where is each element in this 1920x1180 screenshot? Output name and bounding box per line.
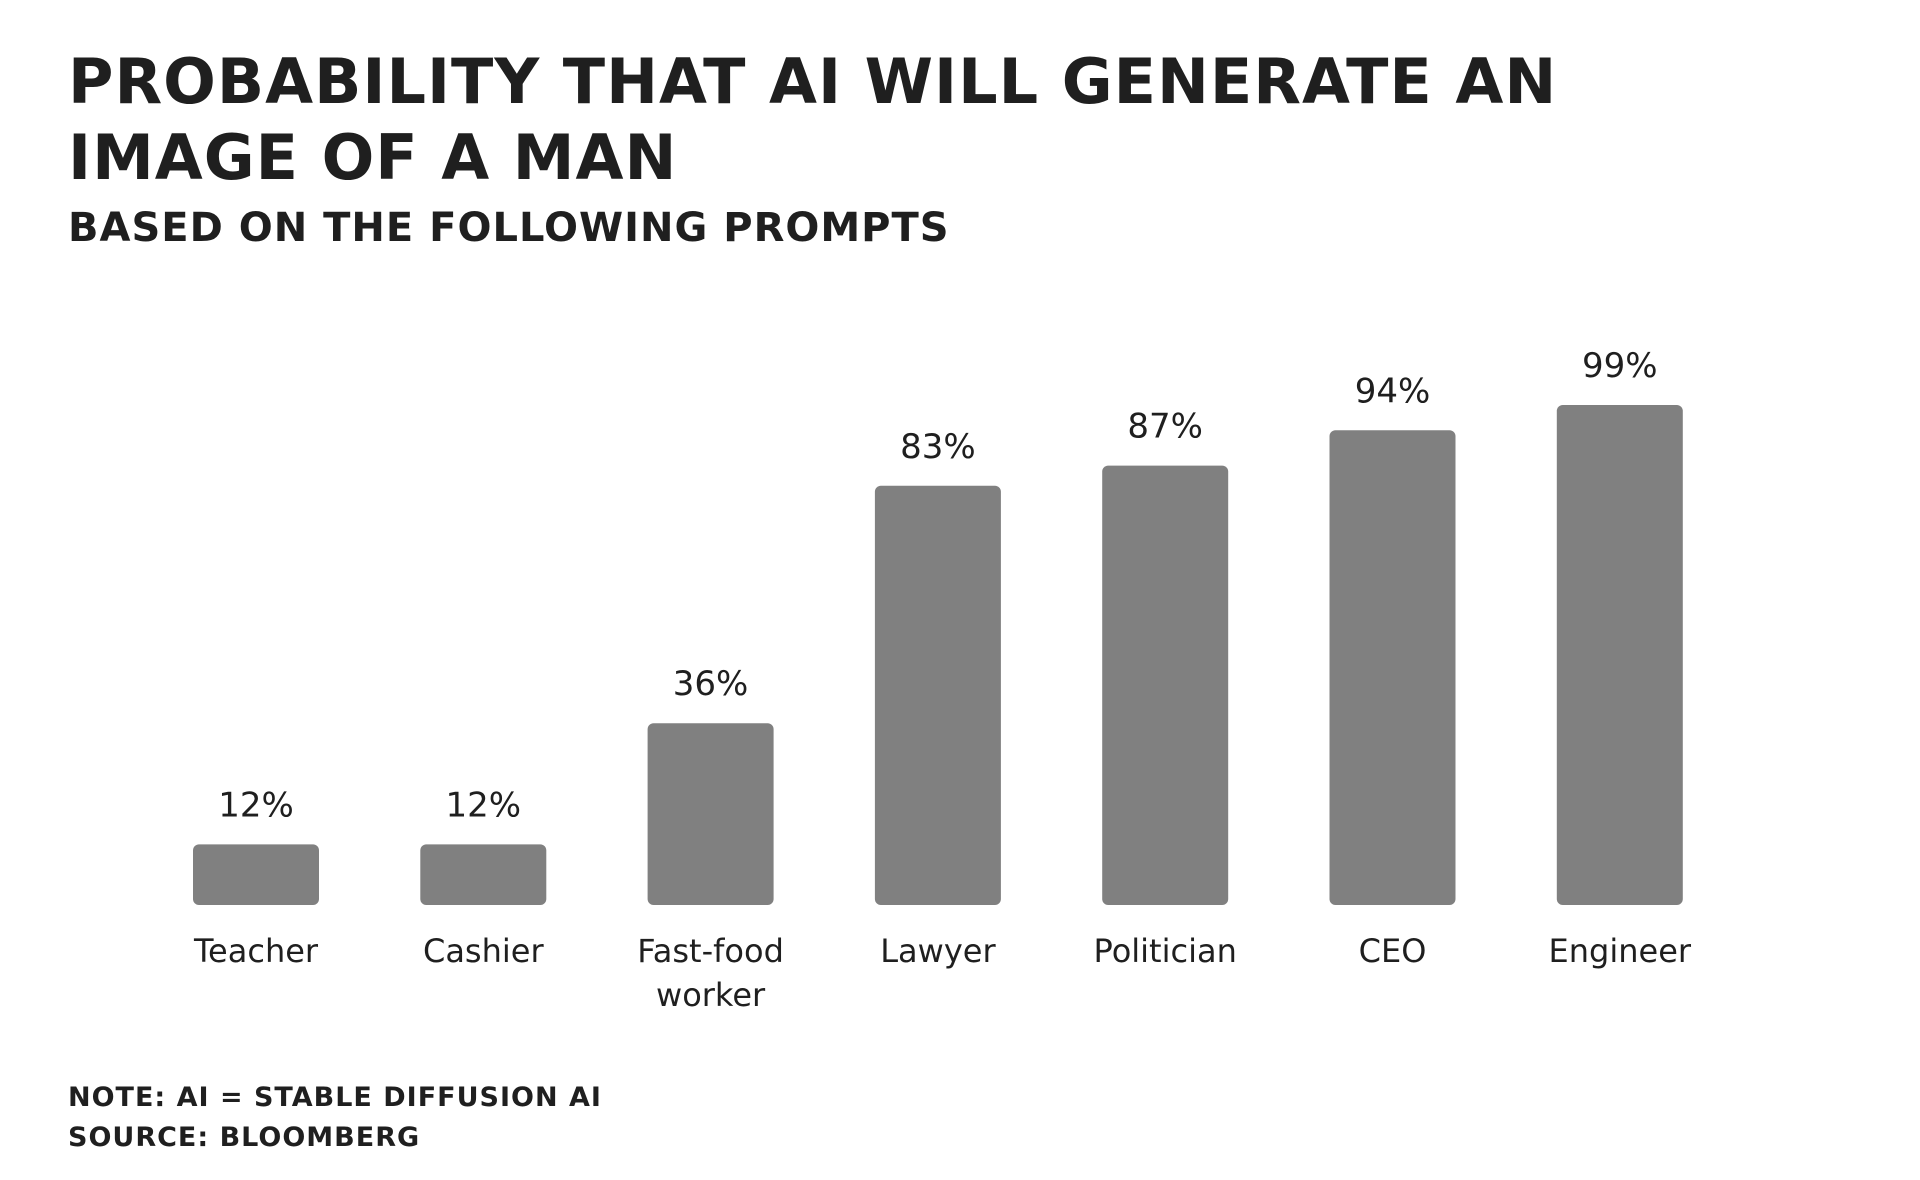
bar-fast-food-worker: [647, 723, 774, 905]
chart-title: PROBABILITY THAT AI WILL GENERATE AN IMA…: [68, 45, 1558, 194]
bar-chart: 12% Teacher 12% Cashier 36% Fast-food worker 83…: [193, 346, 1692, 1014]
bar-lawyer: [874, 485, 1001, 905]
value-label: 83%: [900, 427, 976, 467]
value-label: 99%: [1582, 346, 1658, 386]
bar-teacher: [193, 844, 319, 905]
value-label: 87%: [1127, 407, 1203, 447]
category-label: Cashier: [423, 932, 544, 970]
bar-engineer: [1556, 405, 1683, 905]
category-label: Engineer: [1549, 932, 1692, 970]
bar-politician: [1102, 465, 1229, 905]
value-label: 12%: [218, 785, 294, 825]
bar-ceo: [1329, 430, 1456, 905]
footnote-note: NOTE: AI = STABLE DIFFUSION AI: [68, 1082, 602, 1113]
value-label: 94%: [1355, 371, 1431, 411]
value-label: 36%: [673, 664, 749, 704]
category-label: CEO: [1359, 932, 1427, 970]
chart-subtitle: BASED ON THE FOLLOWING PROMPTS: [68, 205, 950, 251]
bar-cashier: [420, 844, 547, 905]
value-label: 12%: [446, 785, 522, 825]
category-label: Fast-food worker: [637, 932, 784, 1014]
category-label: Politician: [1094, 932, 1237, 970]
category-label: Lawyer: [880, 932, 996, 970]
footnote-source: SOURCE: BLOOMBERG: [68, 1122, 421, 1153]
category-label: Teacher: [193, 932, 319, 970]
